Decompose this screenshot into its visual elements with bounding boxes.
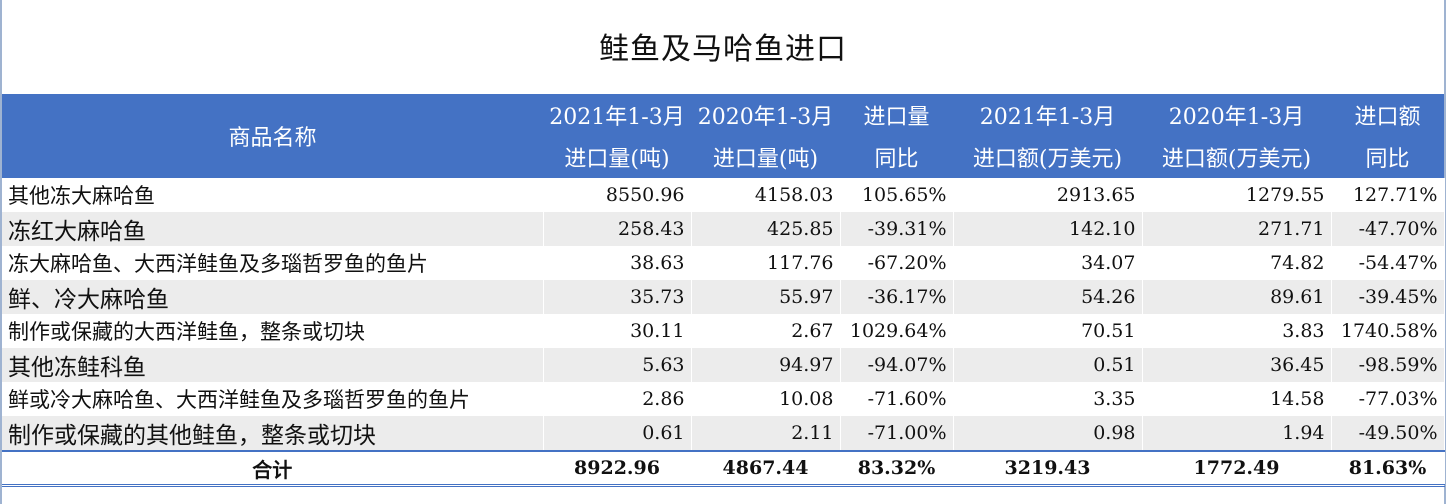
cell-2021-volume: 0.61: [543, 416, 692, 451]
cell-product-name: 冻大麻哈鱼、大西洋鲑鱼及多瑙哲罗鱼的鱼片: [2, 246, 544, 280]
cell-volume-yoy: 1029.64%: [840, 314, 954, 348]
total-row: 合计 8922.96 4867.44 83.32% 3219.43 1772.4…: [2, 450, 1445, 487]
cell-value-yoy: -47.70%: [1331, 212, 1445, 246]
cell-2021-volume: 30.11: [543, 314, 692, 348]
cell-2021-value: 54.26: [953, 280, 1143, 314]
header-volume-yoy-line2: 同比: [840, 136, 953, 178]
cell-2020-value: 89.61: [1142, 280, 1332, 314]
cell-2020-volume: 2.11: [691, 416, 841, 451]
table-row: 冻大麻哈鱼、大西洋鲑鱼及多瑙哲罗鱼的鱼片 38.63 117.76 -67.20…: [2, 246, 1445, 280]
header-volume-yoy-line1: 进口量: [840, 94, 953, 136]
cell-2021-value: 2913.65: [953, 178, 1143, 212]
cell-2020-volume: 55.97: [691, 280, 841, 314]
cell-2021-volume: 38.63: [543, 246, 692, 280]
cell-product-name: 鲜或冷大麻哈鱼、大西洋鲑鱼及多瑙哲罗鱼的鱼片: [2, 382, 544, 416]
cell-2020-value: 14.58: [1142, 382, 1332, 416]
cell-product-name: 制作或保藏的大西洋鲑鱼，整条或切块: [2, 314, 544, 348]
cell-2020-value: 1.94: [1142, 416, 1332, 451]
header-2021-volume-period: 2021年1-3月: [543, 94, 691, 136]
total-volume-yoy: 83.32%: [840, 450, 954, 487]
header-2021-volume-unit: 进口量(吨): [543, 136, 691, 178]
cell-volume-yoy: -71.60%: [840, 382, 954, 416]
cell-volume-yoy: -39.31%: [840, 212, 954, 246]
cell-volume-yoy: -71.00%: [840, 416, 954, 451]
header-value-yoy-line1: 进口额: [1331, 94, 1444, 136]
salmon-import-table: 商品名称 2021年1-3月 2020年1-3月 进口量 2021年1-3月 2…: [2, 94, 1445, 487]
table-row: 制作或保藏的其他鲑鱼，整条或切块 0.61 2.11 -71.00% 0.98 …: [2, 416, 1445, 451]
cell-value-yoy: 127.71%: [1331, 178, 1445, 212]
header-2020-value-unit: 进口额(万美元): [1142, 136, 1331, 178]
cell-product-name: 鲜、冷大麻哈鱼: [2, 280, 544, 314]
cell-2020-volume: 117.76: [691, 246, 841, 280]
page-title: 鲑鱼及马哈鱼进口: [599, 32, 847, 67]
total-label: 合计: [2, 450, 544, 487]
cell-volume-yoy: -67.20%: [840, 246, 954, 280]
table-row: 制作或保藏的大西洋鲑鱼，整条或切块 30.11 2.67 1029.64% 70…: [2, 314, 1445, 348]
header-2020-volume-period: 2020年1-3月: [691, 94, 840, 136]
header-product-name: 商品名称: [2, 94, 543, 178]
table-row: 鲜、冷大麻哈鱼 35.73 55.97 -36.17% 54.26 89.61 …: [2, 280, 1445, 314]
table-row: 鲜或冷大麻哈鱼、大西洋鲑鱼及多瑙哲罗鱼的鱼片 2.86 10.08 -71.60…: [2, 382, 1445, 416]
cell-volume-yoy: -36.17%: [840, 280, 954, 314]
total-2021-value: 3219.43: [953, 450, 1143, 487]
header-value-yoy-line2: 同比: [1331, 136, 1444, 178]
cell-product-name: 冻红大麻哈鱼: [2, 212, 544, 246]
cell-2020-volume: 2.67: [691, 314, 841, 348]
cell-product-name: 其他冻鲑科鱼: [2, 348, 544, 382]
table-row: 冻红大麻哈鱼 258.43 425.85 -39.31% 142.10 271.…: [2, 212, 1445, 246]
cell-product-name: 其他冻大麻哈鱼: [2, 178, 544, 212]
cell-value-yoy: 1740.58%: [1331, 314, 1445, 348]
cell-2021-volume: 8550.96: [543, 178, 692, 212]
cell-2021-value: 34.07: [953, 246, 1143, 280]
table-row: 其他冻鲑科鱼 5.63 94.97 -94.07% 0.51 36.45 -98…: [2, 348, 1445, 382]
header-2021-value-period: 2021年1-3月: [953, 94, 1142, 136]
cell-value-yoy: -49.50%: [1331, 416, 1445, 451]
cell-product-name: 制作或保藏的其他鲑鱼，整条或切块: [2, 416, 544, 451]
cell-volume-yoy: -94.07%: [840, 348, 954, 382]
total-2021-volume: 8922.96: [543, 450, 692, 487]
cell-2021-value: 3.35: [953, 382, 1143, 416]
cell-2020-value: 74.82: [1142, 246, 1332, 280]
cell-2021-volume: 35.73: [543, 280, 692, 314]
cell-2021-value: 142.10: [953, 212, 1143, 246]
cell-2021-volume: 258.43: [543, 212, 692, 246]
header-2021-value-unit: 进口额(万美元): [953, 136, 1142, 178]
cell-value-yoy: -39.45%: [1331, 280, 1445, 314]
cell-2020-volume: 10.08: [691, 382, 841, 416]
cell-2021-value: 0.98: [953, 416, 1143, 451]
table-row: 其他冻大麻哈鱼 8550.96 4158.03 105.65% 2913.65 …: [2, 178, 1445, 212]
cell-2020-volume: 94.97: [691, 348, 841, 382]
total-2020-volume: 4867.44: [691, 450, 841, 487]
cell-value-yoy: -54.47%: [1331, 246, 1445, 280]
cell-2020-volume: 425.85: [691, 212, 841, 246]
cell-2021-value: 0.51: [953, 348, 1143, 382]
total-2020-value: 1772.49: [1142, 450, 1332, 487]
header-2020-volume-unit: 进口量(吨): [691, 136, 840, 178]
cell-value-yoy: -77.03%: [1331, 382, 1445, 416]
cell-2020-value: 3.83: [1142, 314, 1332, 348]
header-2020-value-period: 2020年1-3月: [1142, 94, 1331, 136]
cell-2020-value: 1279.55: [1142, 178, 1332, 212]
cell-2021-volume: 5.63: [543, 348, 692, 382]
total-value-yoy: 81.63%: [1331, 450, 1445, 487]
cell-2020-value: 271.71: [1142, 212, 1332, 246]
cell-2020-volume: 4158.03: [691, 178, 841, 212]
cell-2021-volume: 2.86: [543, 382, 692, 416]
cell-2021-value: 70.51: [953, 314, 1143, 348]
cell-value-yoy: -98.59%: [1331, 348, 1445, 382]
cell-volume-yoy: 105.65%: [840, 178, 954, 212]
cell-2020-value: 36.45: [1142, 348, 1332, 382]
